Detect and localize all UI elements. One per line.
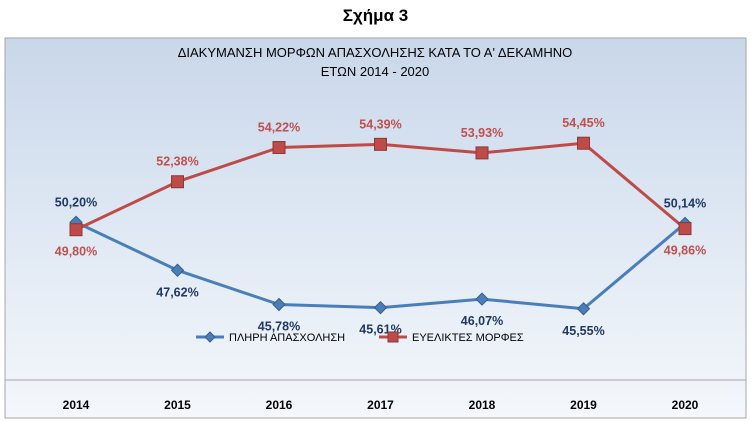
x-tick-label: 2016 xyxy=(266,398,293,412)
data-label-full-2016: 45,78% xyxy=(258,319,300,333)
data-label-flex-2019: 54,45% xyxy=(562,116,604,130)
data-point-full-2019 xyxy=(576,302,591,316)
x-tick-label: 2018 xyxy=(469,398,496,412)
data-point-flex-2020 xyxy=(678,222,692,236)
data-point-flex-2017 xyxy=(374,137,387,151)
data-label-full-2014: 50,20% xyxy=(55,195,97,209)
data-point-flex-2016 xyxy=(272,141,286,155)
x-tick-label: 2020 xyxy=(672,398,699,412)
x-tick-label: 2014 xyxy=(63,398,90,412)
chart-title-line2: ΕΤΩΝ 2014 - 2020 xyxy=(321,64,430,79)
data-label-full-2015: 47,62% xyxy=(156,285,198,299)
data-label-flex-2016: 54,22% xyxy=(258,121,300,135)
data-label-full-2018: 46,07% xyxy=(461,314,503,328)
data-point-flex-2015 xyxy=(171,175,184,189)
legend-marker-flex xyxy=(387,331,399,343)
data-point-full-2018 xyxy=(475,292,489,306)
data-label-flex-2014: 49,80% xyxy=(55,245,97,259)
data-point-flex-2018 xyxy=(475,146,489,160)
data-point-full-2015 xyxy=(170,263,185,277)
data-label-flex-2017: 54,39% xyxy=(359,117,401,131)
figure-label: Σχήμα 3 xyxy=(342,6,409,25)
data-label-flex-2015: 52,38% xyxy=(156,155,198,169)
data-label-flex-2020: 49,86% xyxy=(664,244,706,258)
x-tick-label: 2015 xyxy=(164,398,191,412)
chart-title-line1: ΔΙΑΚΥΜΑΝΣΗ ΜΟΡΦΩΝ ΑΠΑΣΧΟΛΗΣΗΣ ΚΑΤΑ ΤΟ Α'… xyxy=(178,45,573,60)
data-label-full-2020: 50,14% xyxy=(664,196,706,210)
plot-background xyxy=(4,37,747,419)
legend-label-1: ΠΛΗΡΗ ΑΠΑΣΧΟΛΗΣΗ xyxy=(229,332,345,344)
data-label-flex-2018: 53,93% xyxy=(461,126,503,140)
data-point-flex-2014 xyxy=(69,223,83,237)
x-tick-label: 2017 xyxy=(367,398,394,412)
data-point-flex-2019 xyxy=(577,136,590,150)
data-label-full-2019: 45,55% xyxy=(562,324,604,338)
data-point-full-2016 xyxy=(272,297,286,312)
data-point-full-2017 xyxy=(373,300,388,315)
legend-marker-full xyxy=(204,331,216,343)
legend-label-2: ΕΥΕΛΙΚΤΕΣ ΜΟΡΦΕΣ xyxy=(412,332,524,344)
x-tick-label: 2019 xyxy=(570,398,597,412)
